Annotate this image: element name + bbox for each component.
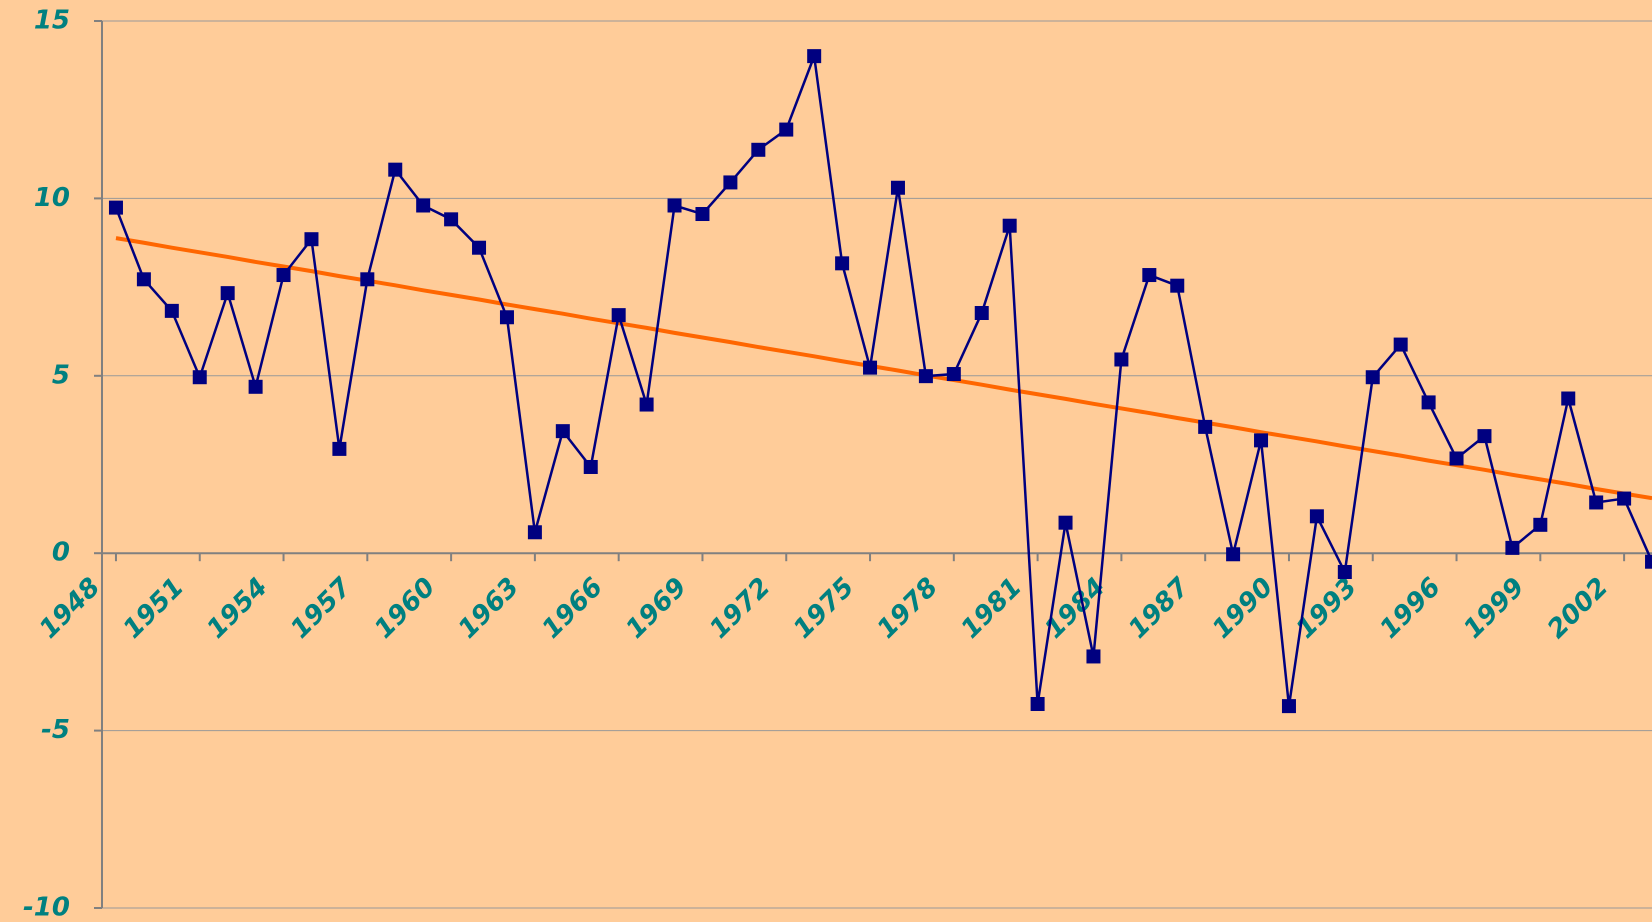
point-marker (164, 303, 179, 318)
point-marker (220, 286, 235, 301)
point-marker (1281, 699, 1296, 714)
y-tick-label: 15 (34, 6, 70, 36)
point-marker (1142, 268, 1157, 283)
point-marker (1198, 419, 1213, 434)
point-marker (1645, 554, 1652, 569)
point-marker (1421, 395, 1436, 410)
point-marker (1170, 278, 1185, 293)
point-marker (192, 370, 207, 385)
point-marker (276, 268, 291, 283)
point-marker (304, 232, 319, 247)
point-marker (1337, 565, 1352, 580)
point-marker (695, 207, 710, 222)
point-marker (639, 397, 654, 412)
point-marker (1030, 696, 1045, 711)
point-marker (1114, 352, 1129, 367)
point-marker (360, 272, 375, 287)
point-marker (416, 198, 431, 213)
point-marker (1449, 451, 1464, 466)
point-marker (332, 441, 347, 456)
point-marker (472, 240, 487, 255)
point-marker (1561, 391, 1576, 406)
point-marker (108, 200, 123, 215)
point-marker (444, 212, 459, 227)
y-tick-label: 0 (52, 538, 70, 568)
point-marker (1533, 517, 1548, 532)
point-marker (1505, 540, 1520, 555)
point-marker (1254, 433, 1269, 448)
point-marker (918, 369, 933, 384)
point-marker (667, 198, 682, 213)
point-marker (807, 49, 822, 64)
point-marker (1002, 218, 1017, 233)
point-marker (583, 459, 598, 474)
point-marker (527, 525, 542, 540)
point-marker (1309, 509, 1324, 524)
y-tick-label: 10 (34, 183, 70, 213)
point-marker (1393, 337, 1408, 352)
point-marker (723, 175, 738, 190)
point-marker (779, 122, 794, 137)
point-marker (890, 180, 905, 195)
point-marker (1226, 547, 1241, 562)
point-marker (136, 272, 151, 287)
point-marker (611, 308, 626, 323)
point-marker (499, 310, 514, 325)
point-marker (946, 367, 961, 382)
point-marker (1365, 370, 1380, 385)
point-marker (863, 360, 878, 375)
point-marker (751, 142, 766, 157)
y-tick-label: -5 (41, 715, 70, 745)
point-marker (974, 306, 989, 321)
point-marker (1086, 649, 1101, 664)
point-marker (388, 162, 403, 177)
y-tick-label: 5 (52, 360, 70, 390)
point-marker (1058, 515, 1073, 530)
point-marker (555, 424, 570, 439)
point-marker (835, 256, 850, 271)
point-marker (248, 379, 263, 394)
y-tick-label: -10 (23, 893, 70, 922)
point-marker (1589, 495, 1604, 510)
point-marker (1617, 491, 1632, 506)
point-marker (1477, 429, 1492, 444)
